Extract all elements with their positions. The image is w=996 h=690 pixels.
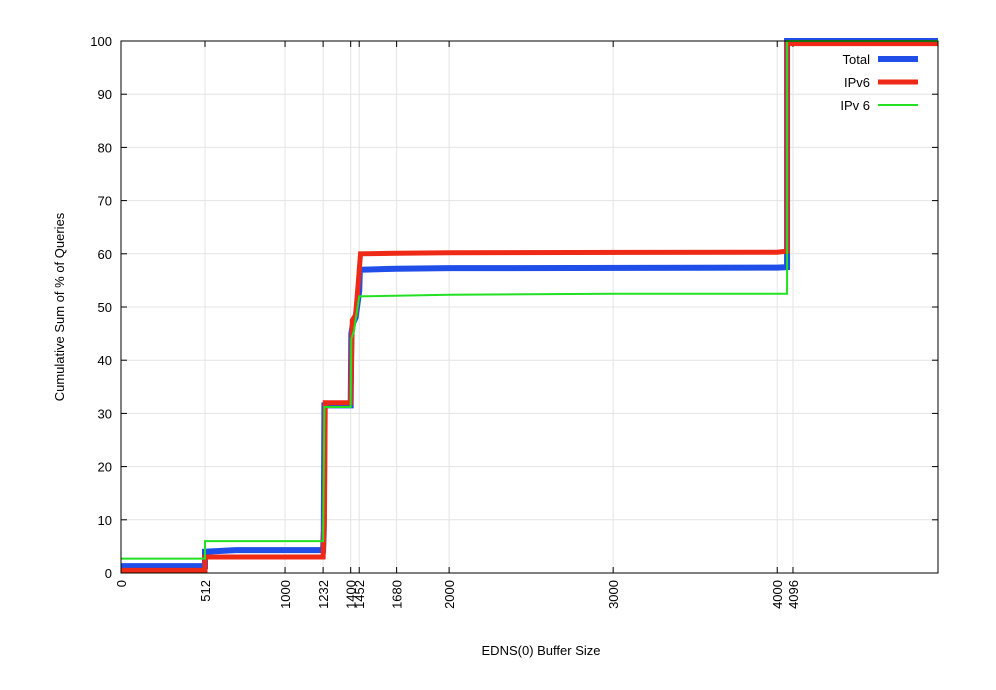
y-tick-label: 20 (98, 460, 112, 475)
y-tick-label: 90 (98, 87, 112, 102)
x-tick-label: 2000 (442, 580, 457, 609)
y-tick-label: 100 (90, 34, 112, 49)
x-tick-label: 1452 (352, 580, 367, 609)
x-tick-label: 4000 (770, 580, 785, 609)
plot-frame (120, 40, 939, 574)
y-tick-label: 0 (105, 566, 112, 581)
y-tick-label: 80 (98, 140, 112, 155)
y-tick-label: 70 (98, 194, 112, 209)
legend-label: Total (843, 52, 871, 67)
x-tick-label: 3000 (606, 580, 621, 609)
x-tick-label: 1680 (390, 580, 405, 609)
x-axis-label: EDNS(0) Buffer Size (482, 643, 601, 658)
x-tick-label: 512 (198, 580, 213, 602)
y-tick-label: 40 (98, 353, 112, 368)
y-tick-label: 60 (98, 247, 112, 262)
legend-label: IPv 6 (840, 98, 870, 113)
x-tick-label: 4096 (786, 580, 801, 609)
y-axis-label: Cumulative Sum of % of Queries (52, 212, 67, 401)
series-line (121, 40, 938, 560)
x-tick-label: 1000 (278, 580, 293, 609)
y-tick-label: 50 (98, 300, 112, 315)
y-tick-label: 30 (98, 406, 112, 421)
x-tick-label: 1400 (344, 580, 359, 609)
y-tick-label: 10 (98, 513, 112, 528)
x-tick-label: 0 (114, 580, 129, 587)
legend-label: IPv6 (844, 75, 870, 90)
x-tick-label: 1232 (316, 580, 331, 609)
